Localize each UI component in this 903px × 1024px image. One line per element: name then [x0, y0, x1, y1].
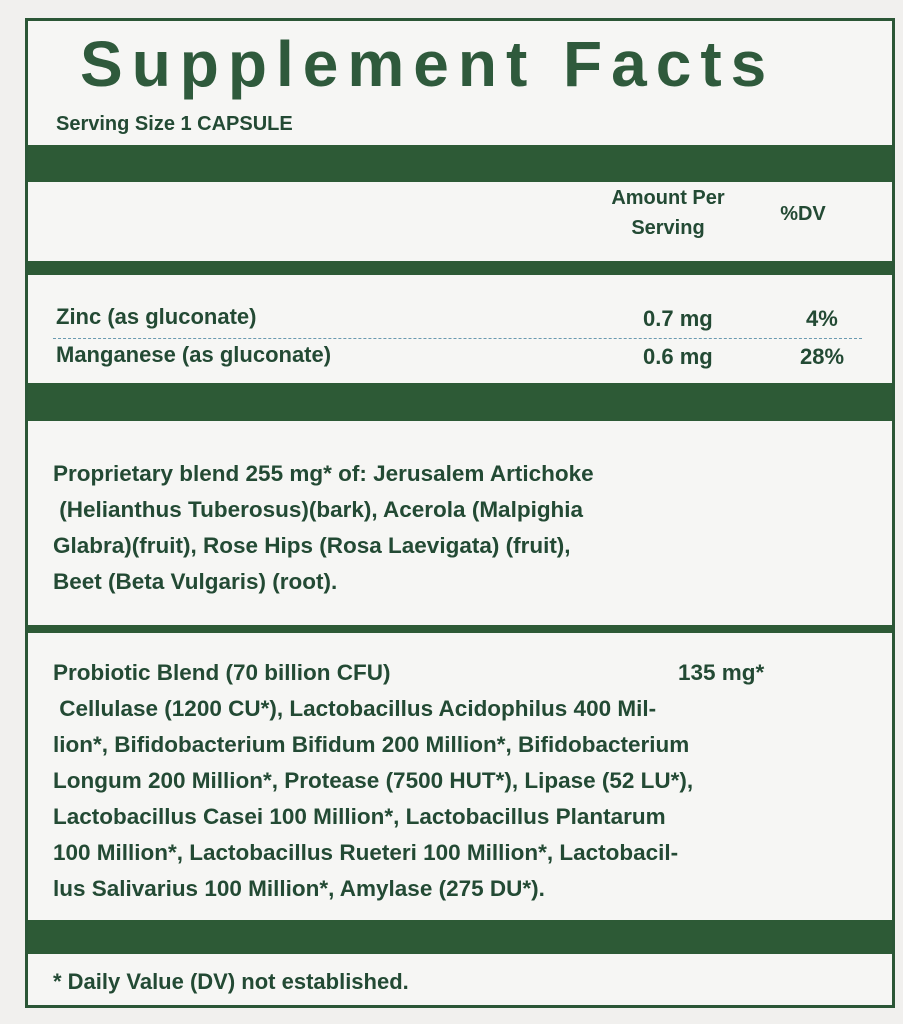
proprietary-blend: Proprietary blend 255 mg* of: Jerusalem … [53, 456, 594, 600]
blend-line: Glabra)(fruit), Rose Hips (Rosa Laevigat… [53, 533, 571, 558]
dv-header: %DV [780, 203, 826, 225]
divider-bar [28, 261, 892, 275]
row-separator [53, 338, 862, 339]
nutrient-dv: 4% [806, 306, 838, 331]
footnote: * Daily Value (DV) not established. [53, 969, 409, 994]
probiotic-line: Longum 200 Million*, Protease (7500 HUT*… [53, 768, 694, 793]
panel-title: Supplement Facts [80, 28, 776, 100]
probiotic-line: 100 Million*, Lactobacillus Rueteri 100 … [53, 840, 679, 865]
divider-bar [28, 920, 892, 954]
amount-header-line: Serving [631, 217, 705, 239]
nutrient-name: Zinc (as gluconate) [56, 304, 257, 329]
divider-bar [28, 625, 892, 633]
serving-size: Serving Size 1 CAPSULE [56, 113, 293, 135]
probiotic-name: Probiotic Blend (70 billion CFU) [53, 660, 391, 685]
amount-header-line: Amount Per [611, 187, 725, 209]
nutrient-amount: 0.6 mg [643, 344, 713, 369]
supplement-facts-panel: Supplement Facts Serving Size 1 CAPSULE … [25, 18, 895, 1008]
probiotic-amount: 135 mg* [678, 660, 765, 685]
nutrient-dv: 28% [800, 344, 845, 369]
probiotic-line: lion*, Bifidobacterium Bifidum 200 Milli… [53, 732, 690, 757]
probiotic-line: Cellulase (1200 CU*), Lactobacillus Acid… [53, 696, 657, 721]
nutrient-amount: 0.7 mg [643, 306, 713, 331]
nutrient-name: Manganese (as gluconate) [56, 342, 332, 367]
divider-bar [28, 145, 892, 182]
blend-line: Proprietary blend 255 mg* of: Jerusalem … [53, 461, 594, 486]
probiotic-blend: Probiotic Blend (70 billion CFU) 135 mg*… [53, 655, 764, 907]
blend-line: (Helianthus Tuberosus)(bark), Acerola (M… [53, 497, 584, 522]
divider-bar [28, 383, 892, 421]
probiotic-line: Lactobacillus Casei 100 Million*, Lactob… [53, 804, 666, 829]
blend-line: Beet (Beta Vulgaris) (root). [53, 569, 338, 594]
amount-per-serving-header: Amount Per Serving [583, 183, 753, 243]
probiotic-line: lus Salivarius 100 Million*, Amylase (27… [53, 876, 545, 901]
